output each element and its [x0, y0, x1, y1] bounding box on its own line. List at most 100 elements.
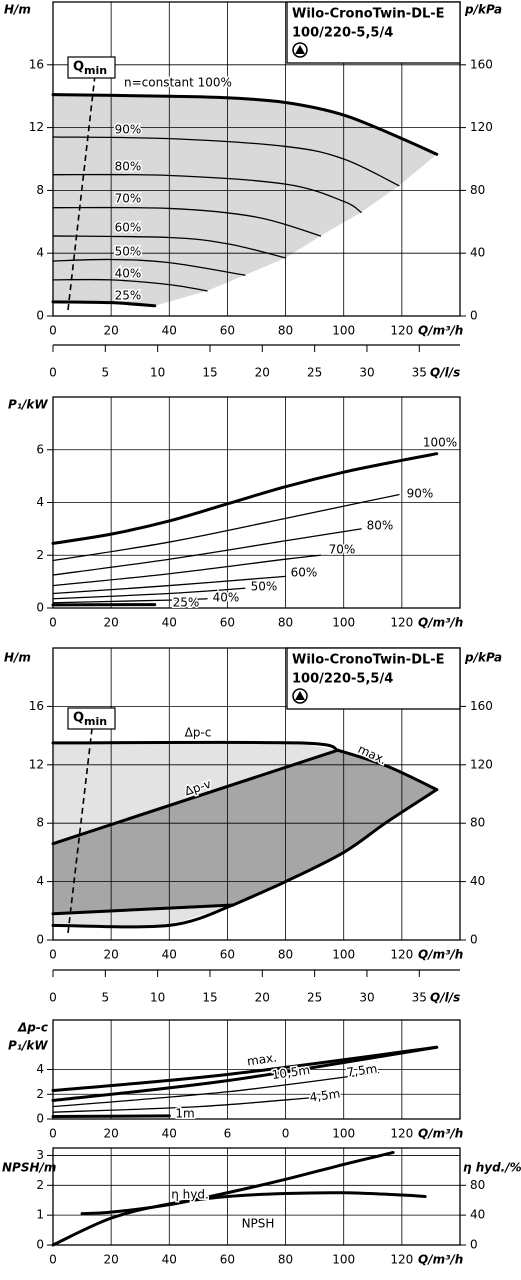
- header-title: Wilo-CronoTwin-DL-E: [292, 7, 445, 22]
- curve: [51, 1045, 439, 1102]
- qmin-box: [67, 56, 116, 79]
- curve-label: 10,5m: [271, 1063, 311, 1082]
- curve-label: 4,5m: [309, 1086, 341, 1104]
- y-axis-label: H/m: [4, 3, 31, 17]
- y-tick-label: 16: [29, 699, 44, 713]
- y2-axis-label: p/kPa: [464, 3, 502, 17]
- curve-label: n=constant 100%: [124, 76, 232, 90]
- x2-tick-label: 15: [202, 366, 217, 380]
- y2-tick-label: 40: [470, 246, 485, 260]
- x-tick-label: 60: [220, 948, 235, 962]
- curve: [52, 528, 362, 576]
- y2-tick-label: 120: [470, 120, 493, 134]
- y-axis-label: P₁/kW: [8, 1039, 48, 1053]
- curve: [51, 452, 439, 545]
- x-tick-label: 60: [220, 1253, 235, 1267]
- curve: [52, 1097, 310, 1113]
- x-tick-label: 20: [104, 616, 119, 630]
- x-tick-label: 0: [282, 1127, 290, 1141]
- y-tick-label: 0: [36, 1112, 44, 1126]
- y-tick-label: 0: [36, 309, 44, 323]
- y2-tick-label: 40: [470, 1208, 485, 1222]
- curve-label: 7,5m: [346, 1061, 378, 1079]
- x-axis-label: Q/m³/h: [418, 1253, 463, 1267]
- x-axis-label: Q/m³/h: [418, 1127, 463, 1141]
- x-tick-label: 100: [332, 1127, 355, 1141]
- x2-tick-label: 0: [49, 991, 57, 1005]
- plot-frame: [52, 1147, 461, 1246]
- x2-tick-label: 30: [359, 366, 374, 380]
- x-tick-label: 60: [220, 616, 235, 630]
- x-tick-label: 20: [104, 324, 119, 338]
- y-tick-label: 0: [36, 933, 44, 947]
- x-tick-label: 100: [332, 1253, 355, 1267]
- curve: [52, 493, 400, 562]
- x-tick-label: 0: [49, 324, 57, 338]
- x-tick-label: 120: [390, 1127, 413, 1141]
- y-tick-label: 6: [36, 442, 44, 456]
- y-axis-label: H/m: [4, 651, 31, 665]
- x-tick-label: 40: [162, 1127, 177, 1141]
- x2-axis-label: Q/l/s: [430, 991, 460, 1005]
- x-tick-label: 80: [278, 1253, 293, 1267]
- curve-label: 40%: [213, 591, 240, 605]
- x-tick-label: 120: [390, 324, 413, 338]
- curve: [51, 748, 340, 846]
- x-tick-label: 20: [104, 1127, 119, 1141]
- x-tick-label: 40: [162, 948, 177, 962]
- curve-label: NPSH: [242, 1217, 275, 1231]
- curve: [52, 206, 322, 237]
- header-subtitle: 100/220-5,5/4: [292, 26, 393, 41]
- y2-tick-label: 80: [470, 1178, 485, 1192]
- curve: [52, 587, 246, 600]
- y-axis-label: P₁/kW: [8, 398, 48, 412]
- x-tick-label: 100: [332, 324, 355, 338]
- y-tick-label: 4: [36, 1062, 44, 1076]
- y-tick-label: 2: [36, 1178, 44, 1192]
- x2-tick-label: 10: [150, 991, 165, 1005]
- x2-tick-label: 25: [307, 366, 322, 380]
- curve-label: 40%: [115, 267, 142, 281]
- x-tick-label: 120: [390, 616, 413, 630]
- curve: [51, 903, 235, 929]
- curve: [51, 1191, 427, 1247]
- y-tick-label: 8: [36, 183, 44, 197]
- curve-label: 80%: [367, 519, 394, 533]
- x-tick-label: 6: [224, 1127, 232, 1141]
- y2-axis-label: η hyd./%: [463, 1161, 521, 1175]
- y-tick-label: 8: [36, 816, 44, 830]
- curve-label: 50%: [251, 580, 278, 594]
- curve: [51, 1045, 439, 1093]
- qmin-label: Q: [73, 60, 84, 75]
- y-axis-label: NPSH/m: [2, 1161, 56, 1175]
- curve: [52, 278, 208, 292]
- x2-tick-label: 30: [359, 991, 374, 1005]
- curve: [51, 300, 157, 308]
- curve-label: Δp-c: [185, 726, 212, 740]
- y-tick-label: 4: [36, 246, 44, 260]
- x-tick-label: 20: [104, 1253, 119, 1267]
- curve-label: 25%: [173, 596, 200, 610]
- y-tick-label: 3: [36, 1148, 44, 1162]
- y2-tick-label: 0: [470, 309, 478, 323]
- qmin-label: Q: [73, 711, 84, 726]
- x2-tick-label: 10: [150, 366, 165, 380]
- plot-frame: [52, 396, 461, 609]
- x-tick-label: 100: [332, 616, 355, 630]
- x-tick-label: 120: [390, 948, 413, 962]
- x-axis-label: Q/m³/h: [418, 616, 463, 630]
- x2-tick-label: 15: [202, 991, 217, 1005]
- x-axis-label: Q/m³/h: [418, 948, 463, 962]
- x-tick-label: 40: [162, 1253, 177, 1267]
- y-tick-label: 2: [36, 548, 44, 562]
- plot-frame: [52, 1, 461, 317]
- curve: [52, 575, 287, 595]
- x2-axis-label: Q/l/s: [430, 366, 460, 380]
- curve: [52, 598, 208, 604]
- x-axis-label: Q/m³/h: [418, 324, 463, 338]
- curve-label: 25%: [115, 289, 142, 303]
- qmin-box: [67, 707, 116, 730]
- x-tick-label: 100: [332, 948, 355, 962]
- x2-tick-label: 20: [255, 366, 270, 380]
- x-tick-label: 0: [49, 948, 57, 962]
